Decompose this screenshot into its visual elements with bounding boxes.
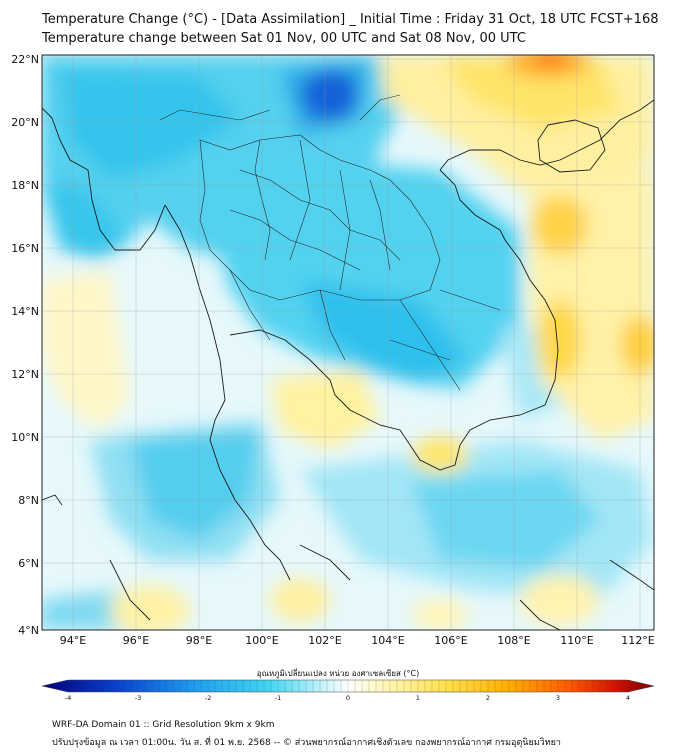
lon-tick: 110°E xyxy=(560,634,593,647)
lon-tick: 94°E xyxy=(60,634,86,647)
colorbar-tick: 1 xyxy=(416,694,420,702)
lon-axis: 94°E 96°E 98°E 100°E 102°E 104°E 106°E 1… xyxy=(60,634,655,647)
temperature-field xyxy=(42,55,654,630)
lon-tick: 106°E xyxy=(434,634,467,647)
lon-tick: 104°E xyxy=(371,634,404,647)
admin-borders xyxy=(159,94,501,391)
map-title: Temperature Change (°C) - [Data Assimila… xyxy=(42,12,659,27)
lon-tick: 98°E xyxy=(186,634,212,647)
colorbar-gradient xyxy=(41,679,655,693)
colorbar-tick: -4 xyxy=(65,694,71,702)
coastlines xyxy=(42,99,654,630)
lon-tick: 108°E xyxy=(497,634,530,647)
colorbar-tick: 2 xyxy=(486,694,490,702)
lat-tick: 10°N xyxy=(11,431,39,444)
lat-tick: 20°N xyxy=(11,116,39,129)
colorbar-label: อุณหภูมิเปลี่ยนแปลง หน่วย องศาเซลเซียส (… xyxy=(256,669,420,678)
lon-tick: 100°E xyxy=(245,634,278,647)
lat-tick: 16°N xyxy=(11,242,39,255)
colorbar-tick: -1 xyxy=(275,694,281,702)
lon-tick: 112°E xyxy=(621,634,654,647)
colorbar-tick: -2 xyxy=(205,694,211,702)
graticule xyxy=(42,55,654,630)
footer-credit: ปรับปรุงข้อมูล ณ เวลา 01:00น. วัน ส. ที่… xyxy=(52,738,561,748)
colorbar-tick: 3 xyxy=(556,694,560,702)
colorbar-tick: -3 xyxy=(135,694,141,702)
colorbar: -4 -3 -2 -1 0 1 2 3 4 xyxy=(41,679,655,702)
lat-axis: 22°N 20°N 18°N 16°N 14°N 12°N 10°N 8°N 6… xyxy=(11,53,39,637)
map-subtitle: Temperature change between Sat 01 Nov, 0… xyxy=(42,31,526,46)
lat-tick: 8°N xyxy=(18,494,39,507)
lat-tick: 14°N xyxy=(11,305,39,318)
lat-tick: 18°N xyxy=(11,179,39,192)
map-frame xyxy=(41,54,655,631)
colorbar-tick: 0 xyxy=(346,694,350,702)
colorbar-tick: 4 xyxy=(626,694,630,702)
lat-tick: 22°N xyxy=(11,53,39,66)
lat-tick: 6°N xyxy=(18,557,39,570)
lat-tick: 4°N xyxy=(18,624,39,637)
lon-tick: 96°E xyxy=(123,634,149,647)
lat-tick: 12°N xyxy=(11,368,39,381)
footer-model-info: WRF-DA Domain 01 :: Grid Resolution 9km … xyxy=(52,720,275,730)
lon-tick: 102°E xyxy=(308,634,341,647)
